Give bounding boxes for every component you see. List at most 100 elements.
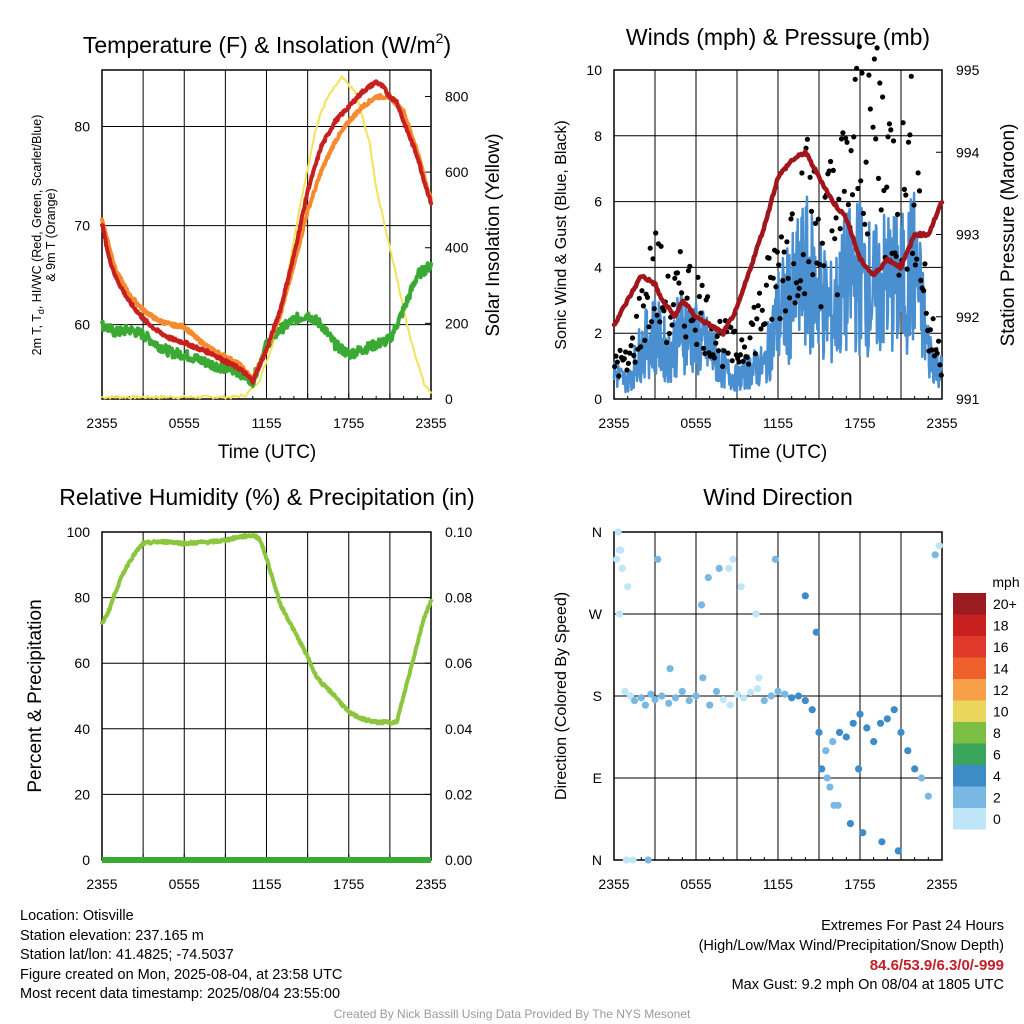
direction-point bbox=[842, 733, 850, 741]
direction-point bbox=[647, 690, 655, 698]
colorbar-label: 6 bbox=[993, 747, 1001, 763]
direction-point bbox=[637, 694, 645, 702]
gust-point bbox=[762, 321, 768, 327]
gust-point bbox=[856, 44, 862, 50]
colorbar-label: 16 bbox=[993, 639, 1009, 655]
gust-point bbox=[751, 304, 757, 310]
gust-point bbox=[802, 291, 808, 297]
gust-point bbox=[617, 347, 623, 353]
gust-point bbox=[750, 321, 756, 327]
x-tick-label: 1755 bbox=[844, 876, 875, 892]
gust-point bbox=[692, 327, 698, 333]
gust-point bbox=[717, 318, 723, 324]
direction-point bbox=[774, 687, 782, 696]
y-tick-label: 80 bbox=[74, 590, 90, 606]
gust-point bbox=[927, 327, 934, 333]
gust-point bbox=[651, 306, 657, 312]
gust-point bbox=[843, 135, 849, 141]
gust-point bbox=[871, 56, 878, 62]
humidity-panel: Relative Humidity (%) & Precipitation (i… bbox=[25, 484, 475, 892]
y2-tick-label: 992 bbox=[956, 309, 980, 325]
gust-point bbox=[895, 211, 901, 217]
gust-point bbox=[720, 363, 726, 370]
gust-point bbox=[808, 208, 815, 214]
gust-point bbox=[759, 307, 765, 313]
gust-point bbox=[612, 364, 618, 370]
gust-point bbox=[864, 231, 871, 237]
gust-point bbox=[908, 73, 914, 79]
gust-point bbox=[687, 263, 693, 269]
gust-point bbox=[800, 252, 806, 258]
gust-point bbox=[930, 316, 936, 322]
direction-point bbox=[794, 692, 803, 700]
gust-point bbox=[715, 348, 722, 354]
winds-panel: Winds (mph) & Pressure (mb) Sonic Wind &… bbox=[553, 24, 1019, 463]
direction-point bbox=[924, 792, 932, 800]
colorbar-title: mph bbox=[992, 574, 1019, 590]
gust-point bbox=[912, 262, 919, 268]
gust-point bbox=[806, 259, 812, 265]
gust-point bbox=[874, 45, 880, 51]
extremes-info: Extremes For Past 24 Hours (High/Low/Max… bbox=[699, 917, 1004, 995]
gust-point bbox=[885, 134, 891, 140]
y-tick-label: N bbox=[592, 852, 602, 868]
direction-point bbox=[618, 564, 626, 573]
y-tick-label: 70 bbox=[74, 218, 90, 234]
gust-point bbox=[795, 293, 801, 299]
gust-point bbox=[860, 210, 867, 216]
direction-point bbox=[752, 610, 760, 618]
gust-point bbox=[880, 94, 886, 100]
gust-point bbox=[627, 350, 633, 356]
gust-point bbox=[623, 349, 629, 355]
temperature-xlabel: Time (UTC) bbox=[218, 442, 317, 463]
gust-point bbox=[777, 316, 783, 322]
x-tick-label: 2355 bbox=[598, 415, 629, 431]
gust-point bbox=[711, 355, 718, 361]
y-tick-label: W bbox=[589, 606, 603, 622]
x-tick-label: 2355 bbox=[415, 876, 446, 892]
direction-point bbox=[621, 687, 629, 696]
latlon-text: Station lat/lon: 41.4825; -74.5037 bbox=[20, 947, 234, 963]
gust-point bbox=[746, 361, 752, 367]
gust-point bbox=[918, 277, 924, 283]
gust-point bbox=[836, 196, 842, 202]
y-tick-label: 2 bbox=[594, 325, 602, 341]
gust-point bbox=[886, 121, 893, 127]
gust-point bbox=[937, 362, 943, 368]
gust-point bbox=[875, 175, 882, 181]
colorbar-label: 0 bbox=[993, 811, 1001, 827]
gust-point bbox=[628, 343, 634, 349]
mesonet-figure: Temperature (F) & Insolation (W/m2) 2m T… bbox=[25, 24, 1020, 892]
y2-tick-label: 0.08 bbox=[445, 590, 472, 606]
gust-point bbox=[644, 294, 651, 300]
gust-point bbox=[636, 295, 642, 301]
temperature-left-label-line2: & 9m T (Orange) bbox=[44, 188, 58, 281]
winds-plot: 2355 0555 1155 1755 2355 0 2 4 6 8 10 991 992 993 994 9… bbox=[586, 44, 980, 431]
colorbar-label: 2 bbox=[993, 790, 1001, 806]
x-tick-label: 1155 bbox=[763, 876, 793, 892]
direction-point bbox=[706, 701, 714, 709]
direction-point bbox=[835, 728, 844, 737]
direction-point bbox=[760, 697, 768, 705]
temperature-left-label: 2m T, Td, HI/WC (Red, Green, Scarlet/Blu… bbox=[30, 115, 46, 356]
gust-point bbox=[672, 275, 678, 281]
humidity-plot: 2355 0555 1155 1755 2355 0 20 40 60 80 100 0.00 0.02… bbox=[67, 524, 473, 892]
gust-point bbox=[785, 275, 791, 281]
gust-point bbox=[796, 285, 802, 291]
direction-point bbox=[935, 542, 943, 550]
gust-point bbox=[807, 174, 813, 180]
y2-tick-label: 0 bbox=[445, 391, 453, 407]
x-tick-label: 2355 bbox=[926, 876, 957, 892]
gust-point bbox=[907, 132, 913, 138]
gust-point bbox=[863, 159, 869, 165]
y-tick-label: 10 bbox=[586, 62, 602, 78]
gust-point bbox=[649, 319, 655, 325]
gust-point bbox=[870, 124, 876, 130]
gust-point bbox=[905, 139, 912, 145]
colorbar-label: 8 bbox=[993, 725, 1001, 741]
gust-point bbox=[844, 139, 850, 145]
gust-point bbox=[744, 354, 750, 360]
temp-2m-line bbox=[100, 79, 433, 385]
gust-point bbox=[747, 335, 753, 341]
gust-point bbox=[914, 256, 920, 262]
